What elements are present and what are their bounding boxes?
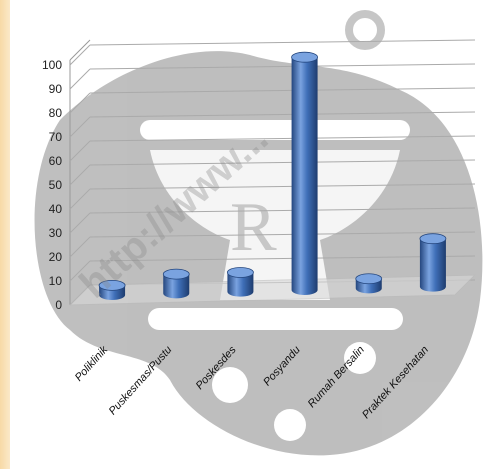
bar-3 [291, 51, 318, 296]
gridline-depth-80 [69, 92, 91, 114]
y-tick-label: 50 [49, 178, 63, 192]
y-tick-label: 90 [49, 82, 63, 96]
y-tick-label: 60 [49, 154, 63, 168]
bar-2 [227, 267, 254, 297]
watermark-dot-2 [344, 342, 376, 374]
gridline-40 [89, 183, 476, 190]
watermark-rx-glyph: R [230, 189, 277, 266]
watermark-dot-4 [345, 10, 385, 50]
gridlines [69, 39, 476, 306]
watermark-bar-bottom [148, 308, 403, 330]
gridline-100 [89, 39, 476, 46]
gridline-depth-50 [69, 164, 91, 186]
watermark-logo: R [34, 10, 483, 456]
bar-top [291, 51, 318, 63]
gridline-depth-60 [69, 140, 91, 162]
bar-4 [355, 273, 383, 294]
y-tick-label: 40 [49, 202, 63, 216]
gridline-30 [89, 207, 476, 214]
plot-walls [69, 39, 91, 305]
gridline-90 [89, 63, 476, 70]
watermark-dot-1 [212, 367, 248, 403]
y-tick-label: 0 [55, 298, 62, 312]
gridline-50 [89, 159, 476, 166]
bar-top [98, 279, 126, 291]
gridline-10 [89, 255, 476, 262]
gridline-80 [89, 87, 476, 94]
bar-body [291, 57, 318, 296]
bar-top [355, 273, 383, 285]
y-tick-label: 20 [49, 250, 63, 264]
y-tick-label: 80 [49, 106, 63, 120]
y-tick-label: 10 [49, 274, 63, 288]
bar-1 [162, 268, 190, 299]
y-tick-label: 30 [49, 226, 63, 240]
bar-body [227, 272, 254, 297]
gridline-depth-30 [69, 212, 91, 234]
bars [98, 51, 447, 300]
y-tick-labels: 0 10 20 30 40 50 60 70 80 90 100 [42, 58, 62, 312]
watermark-dot-3 [274, 409, 306, 441]
gridline-depth-20 [69, 236, 91, 258]
bar-0 [98, 279, 126, 300]
bar-body [419, 238, 446, 292]
bar-top [227, 267, 254, 278]
bar-body [163, 274, 190, 299]
gridline-depth-100 [69, 44, 91, 66]
y-axis-depth-line [69, 39, 91, 61]
y-tick-label: 70 [49, 130, 63, 144]
gridline-20 [89, 231, 476, 238]
gridline-depth-70 [69, 116, 91, 138]
bar-5 [419, 233, 447, 292]
gridline-depth-10 [69, 260, 91, 282]
gridline-60 [89, 135, 476, 142]
bar-top [419, 233, 447, 245]
gridline-depth-90 [69, 68, 91, 90]
watermark-bar-top [140, 120, 410, 140]
left-edge-strip [0, 0, 10, 469]
gridline-depth-40 [69, 188, 91, 210]
y-tick-label: 100 [42, 58, 62, 72]
category-label: Poliklinik [73, 344, 111, 384]
bar-top [162, 268, 190, 280]
gridline-70 [89, 111, 476, 118]
